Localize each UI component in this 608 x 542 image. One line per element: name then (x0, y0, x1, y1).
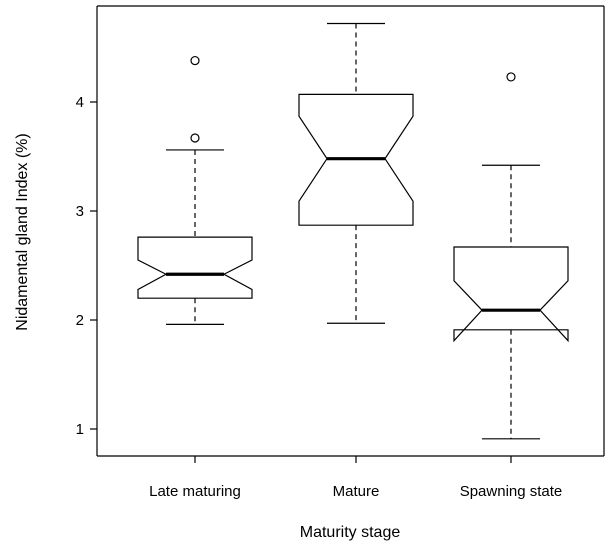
y-tick-label: 2 (76, 312, 84, 329)
outlier-point (190, 133, 200, 143)
x-axis: Late maturing Mature Spawning state (149, 456, 562, 500)
box-group (298, 22, 414, 324)
x-axis-title: Maturity stage (300, 524, 401, 541)
outlier-point (506, 72, 516, 82)
box-group (137, 55, 253, 325)
box-group (453, 72, 569, 440)
y-tick-label: 3 (76, 203, 84, 220)
plot-frame (96, 5, 605, 457)
y-tick-label: 1 (76, 421, 84, 438)
x-tick-label: Late maturing (149, 483, 241, 500)
notched-box (453, 246, 569, 343)
y-axis: 1 2 3 4 (76, 94, 97, 438)
y-axis-title: Nidamental gland Index (%) (14, 133, 31, 330)
y-tick-label: 4 (76, 94, 84, 111)
notched-box (137, 236, 253, 299)
outlier-point (190, 55, 200, 66)
x-tick-label: Spawning state (460, 483, 563, 500)
boxes-layer (137, 22, 569, 440)
x-tick-label: Mature (333, 483, 380, 500)
